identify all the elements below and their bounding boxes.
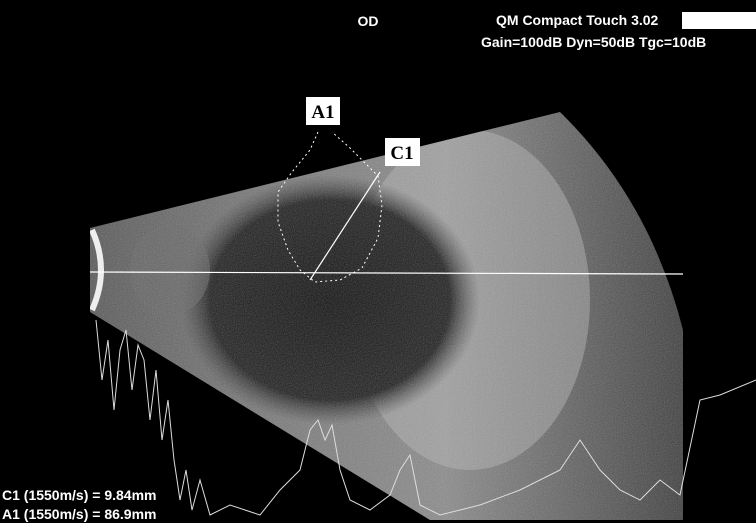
eye-label: OD xyxy=(358,13,379,29)
measurement: A1 (1550m/s) = 86.9mm xyxy=(2,506,156,522)
measurement: C1 (1550m/s) = 9.84mm xyxy=(2,487,156,503)
device-label: QM Compact Touch 3.02 xyxy=(496,12,659,28)
marker-c: C1 xyxy=(390,143,413,164)
ultrasound-screen: OD QM Compact Touch 3.02 Gain=100dB Dyn=… xyxy=(0,0,756,523)
marker-a: A1 xyxy=(311,102,334,123)
device-bar xyxy=(682,12,756,29)
settings-label: Gain=100dB Dyn=50dB Tgc=10dB xyxy=(481,34,706,50)
